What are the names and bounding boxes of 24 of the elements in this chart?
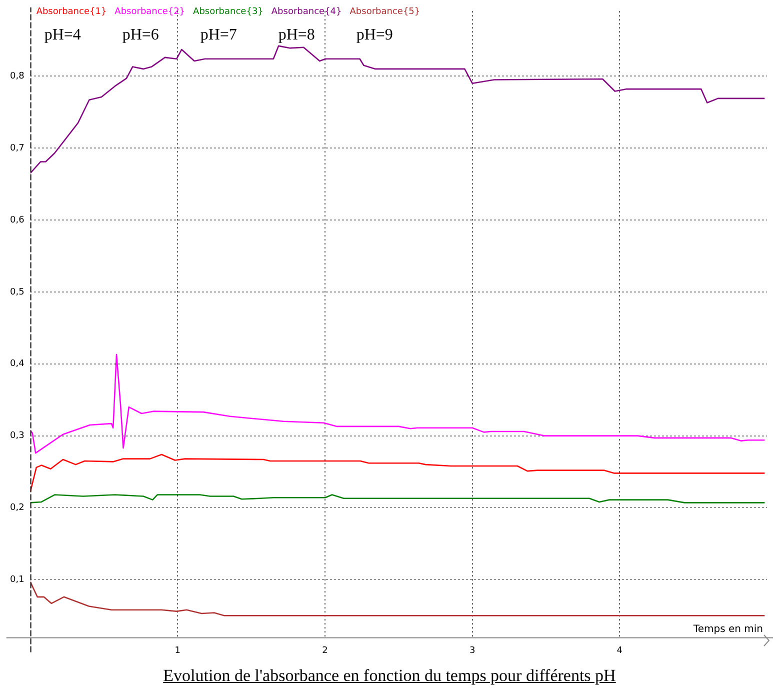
annotation: pH=7 (200, 26, 237, 44)
annotation: pH=9 (356, 26, 393, 44)
x-tick-label: 4 (616, 646, 623, 656)
text: Absorbance{2} (114, 7, 186, 18)
y-tick-label: 0,4 (10, 359, 25, 370)
y-tick-label: 0,7 (10, 143, 24, 154)
y-tick-label: 0,8 (10, 71, 25, 82)
text: Absorbance{5} (350, 7, 420, 18)
x-tick-label: 3 (469, 646, 476, 656)
annotation: pH=4 (44, 26, 81, 44)
x-tick-label: 2 (322, 646, 328, 656)
text: Absorbance{3} (193, 7, 264, 18)
y-tick-label: 0,1 (10, 575, 24, 585)
y-tick-label: 0,5 (10, 287, 24, 298)
y-tick-label: 0,2 (10, 503, 24, 514)
annotation: pH=6 (122, 26, 159, 44)
x-tick-label: 1 (174, 646, 181, 656)
y-tick-label: 0,6 (10, 215, 25, 226)
text: Evolution de l'absorbance en fonction du temps pour différents pH (162, 666, 617, 686)
text: Absorbance{1} (36, 7, 107, 18)
y-tick-label: 0,3 (10, 431, 24, 442)
annotation: pH=8 (278, 26, 315, 44)
x-axis-title: Temps en min (692, 624, 763, 635)
text: Absorbance{4} (271, 7, 342, 18)
